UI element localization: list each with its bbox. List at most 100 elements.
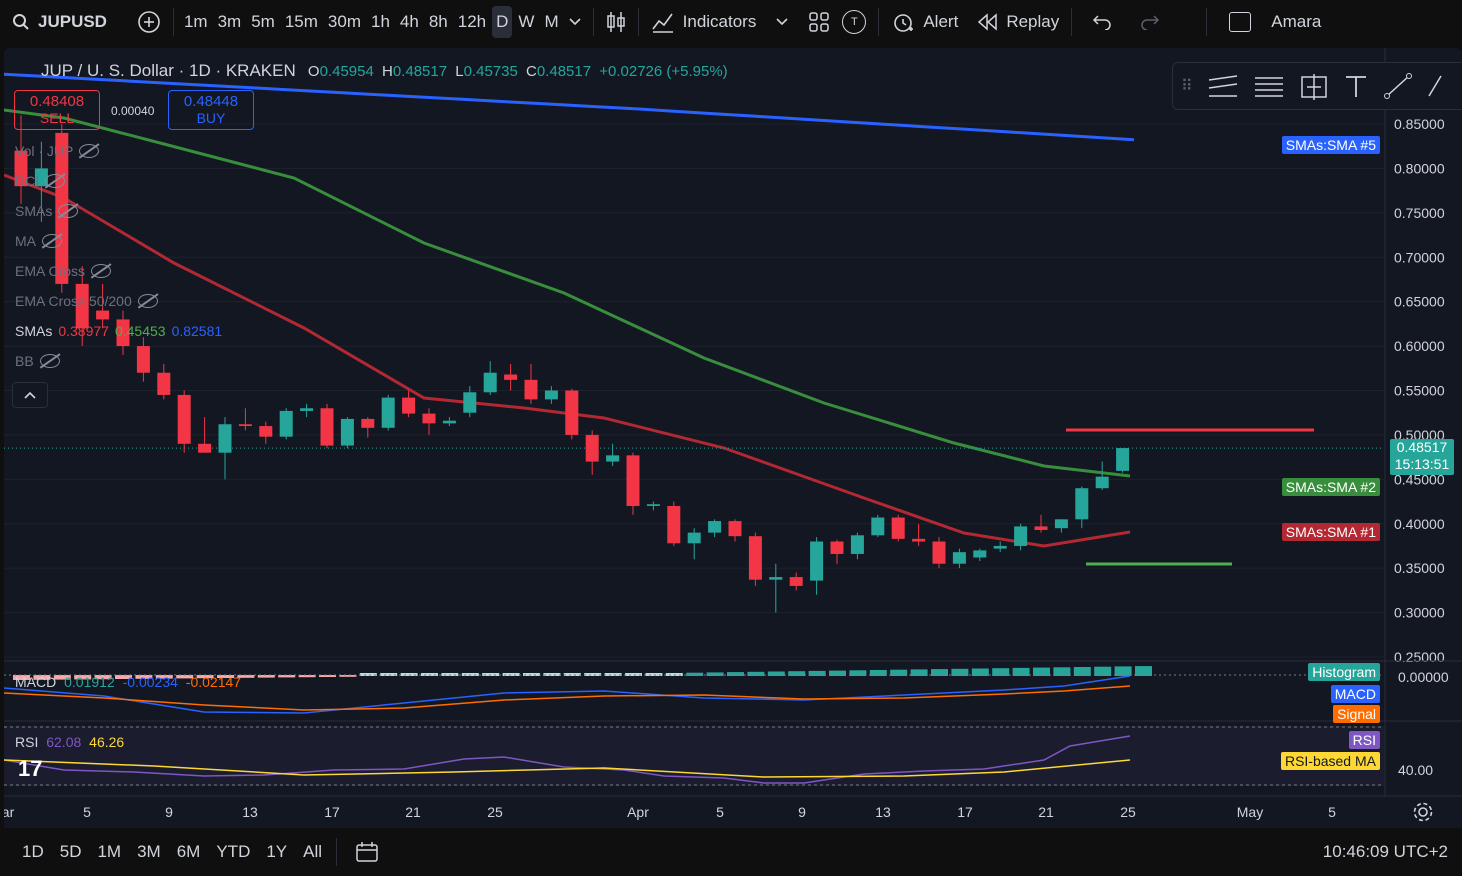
candle-body[interactable]	[810, 541, 824, 581]
candle-body[interactable]	[1054, 519, 1068, 529]
interval-1m[interactable]: 1m	[183, 12, 208, 31]
eye-hidden-icon[interactable]	[45, 174, 66, 188]
indicator-item-rci[interactable]: RCI	[15, 173, 66, 189]
candle-body[interactable]	[1014, 526, 1028, 546]
indicator-item-ma[interactable]: MA	[15, 233, 62, 249]
sell-button[interactable]: 0.48408 SELL	[14, 90, 100, 130]
candle-body[interactable]	[850, 535, 864, 554]
candle-body[interactable]	[279, 410, 293, 437]
candle-body[interactable]	[1116, 448, 1130, 471]
candle-body[interactable]	[218, 424, 232, 453]
drag-handle-icon[interactable]: ⠿	[1181, 78, 1193, 95]
gear-icon[interactable]	[1412, 801, 1434, 823]
collapse-legend-button[interactable]	[12, 382, 48, 408]
indicators-button[interactable]: Indicators	[645, 6, 795, 38]
compare-button[interactable]	[131, 6, 167, 38]
candle-body[interactable]	[136, 346, 150, 373]
interval-m[interactable]: M	[544, 12, 559, 31]
eye-hidden-icon[interactable]	[42, 234, 62, 248]
candle-body[interactable]	[381, 397, 395, 428]
chart-area[interactable]: 0.85000 0.80000 0.75000 0.70000 0.65000 0.600…	[4, 48, 1462, 828]
buy-button[interactable]: 0.48448 BUY	[168, 90, 254, 130]
redo-button[interactable]	[1134, 6, 1166, 38]
chart-type-button[interactable]	[600, 6, 632, 38]
eye-hidden-icon[interactable]	[137, 294, 158, 308]
candle-body[interactable]	[198, 443, 212, 453]
indicator-item-ema-cross[interactable]: EMA Cross	[15, 263, 112, 279]
candle-body[interactable]	[871, 517, 885, 536]
candle-body[interactable]	[993, 545, 1007, 549]
range-1d[interactable]: 1D	[22, 842, 44, 861]
candle-body[interactable]	[259, 426, 273, 437]
interval-dropdown[interactable]	[563, 6, 587, 38]
clock[interactable]: 10:46:09 UTC+2	[1322, 842, 1448, 861]
indicator-item-bb[interactable]: BB	[15, 353, 60, 369]
candle-body[interactable]	[177, 394, 191, 444]
candle-body[interactable]	[667, 505, 681, 544]
candle-body[interactable]	[626, 455, 640, 506]
text-tool-icon[interactable]	[1343, 72, 1369, 100]
candle-body[interactable]	[973, 550, 987, 558]
range-6m[interactable]: 6M	[176, 842, 201, 861]
candle-body[interactable]	[1034, 526, 1048, 530]
fib-retracement-icon[interactable]	[1253, 72, 1285, 100]
chart-canvas[interactable]: 0.85000 0.80000 0.75000 0.70000 0.65000 0.600…	[4, 48, 1462, 828]
candle-body[interactable]	[238, 424, 252, 427]
candle-body[interactable]	[402, 397, 416, 414]
candle-body[interactable]	[1075, 488, 1089, 520]
candle-body[interactable]	[116, 319, 130, 347]
candle-body[interactable]	[361, 418, 375, 428]
indicator-item-ema-cross-50-200[interactable]: EMA Cross 50/200	[15, 293, 158, 309]
brush-icon[interactable]	[1427, 72, 1443, 100]
undo-button[interactable]	[1086, 6, 1118, 38]
candle-body[interactable]	[544, 390, 558, 400]
candle-body[interactable]	[891, 517, 905, 539]
trend-lines-icon[interactable]	[1207, 72, 1239, 100]
candle-body[interactable]	[646, 504, 660, 506]
interval-4h[interactable]: 4h	[399, 12, 419, 31]
candle-body[interactable]	[75, 283, 89, 329]
range-5d[interactable]: 5D	[59, 842, 82, 861]
interval-12h[interactable]: 12h	[457, 12, 487, 31]
candle-body[interactable]	[932, 541, 946, 564]
layouts-button[interactable]	[802, 6, 836, 38]
candle-body[interactable]	[687, 532, 701, 544]
templates-button[interactable]: T	[836, 6, 872, 38]
indicator-item-vol[interactable]: Vol · JUP	[15, 143, 100, 159]
trend-line-icon[interactable]	[1383, 72, 1413, 100]
interval-3m[interactable]: 3m	[217, 12, 242, 31]
candle-body[interactable]	[912, 538, 926, 542]
replay-button[interactable]: Replay	[970, 6, 1065, 38]
candle-body[interactable]	[340, 418, 354, 446]
eye-hidden-icon[interactable]	[58, 204, 79, 218]
candle-body[interactable]	[1095, 476, 1109, 489]
candle-body[interactable]	[524, 379, 538, 400]
candle-body[interactable]	[300, 408, 314, 411]
candle-body[interactable]	[748, 536, 762, 580]
alert-button[interactable]: Alert	[885, 6, 964, 38]
interval-w[interactable]: W	[518, 12, 535, 31]
interval-5m[interactable]: 5m	[251, 12, 275, 31]
goto-date-button[interactable]	[349, 836, 385, 868]
interval-8h[interactable]: 8h	[428, 12, 448, 31]
candle-body[interactable]	[320, 408, 334, 446]
candle-body[interactable]	[585, 434, 599, 462]
candle-body[interactable]	[422, 413, 436, 424]
candle-body[interactable]	[952, 552, 966, 564]
candle-body[interactable]	[14, 150, 28, 187]
eye-hidden-icon[interactable]	[79, 144, 100, 158]
interval-d[interactable]: D	[492, 6, 513, 38]
range-all[interactable]: All	[303, 842, 323, 861]
interval-30m[interactable]: 30m	[327, 12, 361, 31]
symbol-search[interactable]: JUPUSD	[0, 6, 113, 38]
interval-15m[interactable]: 15m	[284, 12, 318, 31]
tradingview-logo[interactable]: 17	[18, 756, 43, 781]
candle-body[interactable]	[708, 521, 722, 533]
candle-body[interactable]	[789, 577, 803, 586]
candle-body[interactable]	[728, 521, 742, 537]
eye-hidden-icon[interactable]	[91, 264, 112, 278]
layout-name-button[interactable]: Amara	[1223, 6, 1327, 38]
range-3m[interactable]: 3M	[137, 842, 161, 861]
indicator-item-smas[interactable]: SMAs	[15, 203, 79, 219]
measure-icon[interactable]	[1299, 72, 1329, 100]
